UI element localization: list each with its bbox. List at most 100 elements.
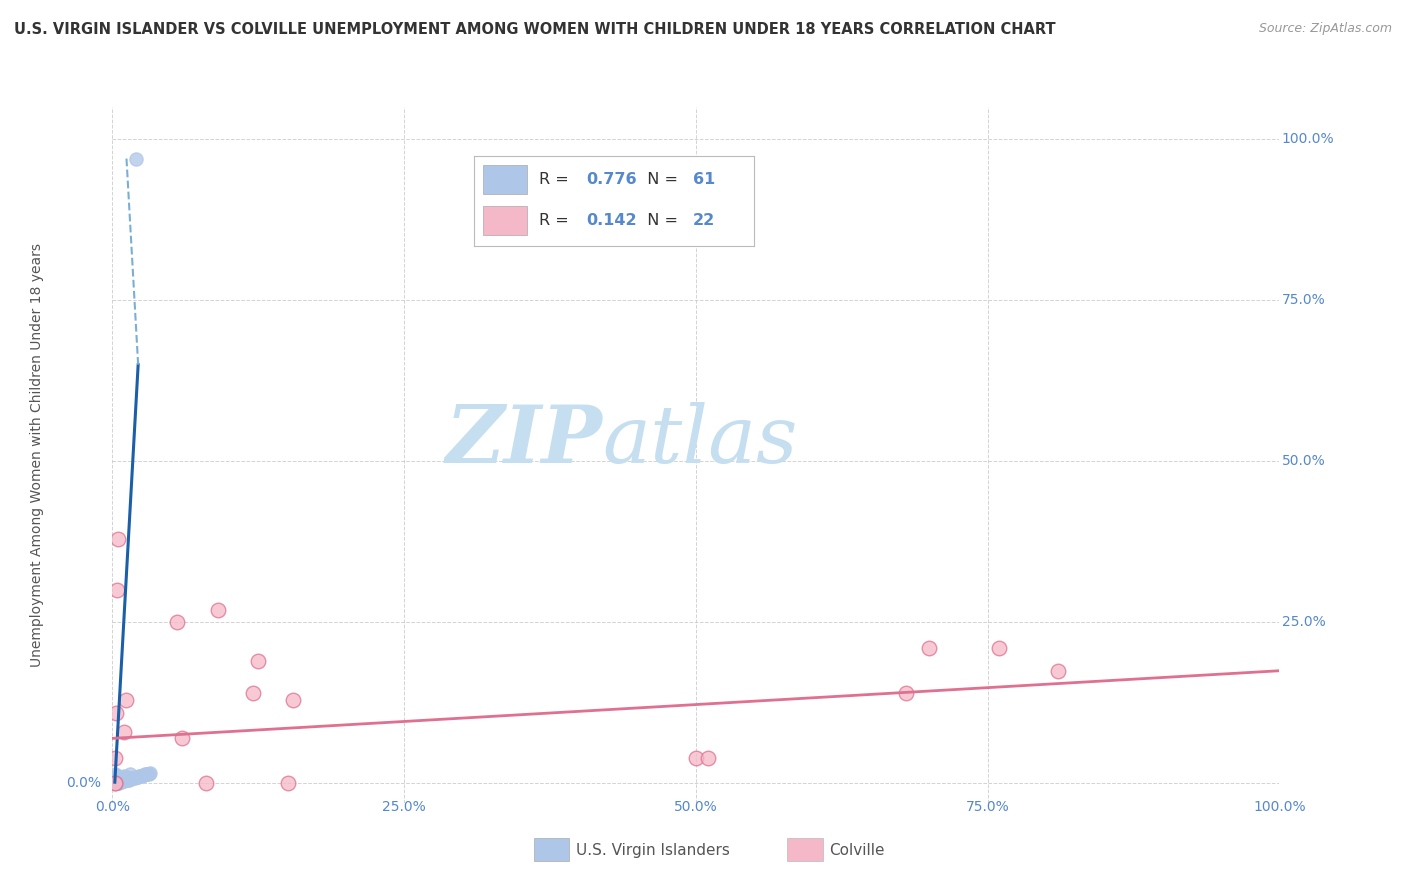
Point [111, 772, 134, 786]
Point [104, 776, 127, 790]
Point [105, 776, 128, 790]
Point [104, 776, 127, 790]
Point [118, 772, 141, 787]
Text: N =: N = [637, 172, 683, 186]
Point [115, 773, 138, 788]
Point [111, 773, 134, 788]
Text: 0.0%: 0.0% [66, 776, 101, 790]
Point [110, 771, 132, 785]
Point [112, 725, 135, 739]
Point [104, 774, 127, 789]
Point [129, 769, 152, 783]
Point [112, 769, 135, 783]
Point [107, 774, 129, 789]
Point [114, 770, 136, 784]
Point [138, 766, 160, 781]
Point [125, 152, 148, 166]
Text: 25.0%: 25.0% [1282, 615, 1326, 630]
Point [111, 773, 134, 788]
Text: 75.0%: 75.0% [966, 799, 1010, 814]
Point [172, 731, 194, 746]
Point [108, 772, 131, 787]
Point [125, 770, 148, 784]
Point [105, 769, 128, 783]
Point [132, 768, 155, 782]
Point [104, 775, 127, 789]
Text: 50.0%: 50.0% [1282, 454, 1326, 468]
Text: R =: R = [538, 213, 574, 228]
Point [136, 766, 159, 781]
FancyBboxPatch shape [482, 206, 527, 235]
Point [166, 615, 188, 630]
Point [104, 769, 127, 783]
Point [115, 692, 138, 706]
FancyBboxPatch shape [482, 165, 527, 194]
Point [122, 772, 145, 786]
Point [107, 532, 129, 546]
Text: U.S. Virgin Islanders: U.S. Virgin Islanders [576, 843, 730, 857]
Text: 75.0%: 75.0% [1282, 293, 1326, 308]
Point [107, 776, 129, 790]
Point [131, 769, 153, 783]
Point [108, 776, 131, 790]
Point [120, 772, 142, 786]
Point [114, 773, 136, 788]
Point [132, 768, 155, 782]
Point [696, 750, 718, 764]
Text: 100.0%: 100.0% [1282, 132, 1334, 146]
Text: 61: 61 [693, 172, 716, 186]
Point [105, 583, 128, 598]
Point [112, 773, 135, 788]
Point [104, 776, 127, 790]
Text: N =: N = [637, 213, 683, 228]
Text: Source: ZipAtlas.com: Source: ZipAtlas.com [1258, 22, 1392, 36]
Point [685, 750, 707, 764]
Text: 50.0%: 50.0% [673, 799, 718, 814]
Point [104, 773, 127, 788]
Text: 0.142: 0.142 [586, 213, 637, 228]
Text: U.S. VIRGIN ISLANDER VS COLVILLE UNEMPLOYMENT AMONG WOMEN WITH CHILDREN UNDER 18: U.S. VIRGIN ISLANDER VS COLVILLE UNEMPLO… [14, 22, 1056, 37]
Text: R =: R = [538, 172, 574, 186]
Point [135, 767, 157, 781]
Point [894, 686, 917, 700]
Point [104, 772, 127, 786]
Point [104, 706, 127, 720]
Point [110, 772, 132, 787]
Point [121, 772, 143, 786]
Point [104, 750, 127, 764]
Point [108, 774, 131, 789]
Point [104, 772, 127, 787]
Point [104, 769, 127, 783]
Point [104, 767, 127, 781]
Point [134, 767, 156, 781]
Point [125, 770, 148, 784]
Text: Colville: Colville [830, 843, 884, 857]
Point [139, 766, 162, 780]
Point [207, 602, 229, 616]
Point [104, 772, 127, 787]
Point [117, 772, 139, 787]
Point [283, 692, 305, 706]
Point [115, 770, 138, 784]
Text: 25.0%: 25.0% [382, 799, 426, 814]
Point [107, 769, 129, 783]
Text: 0.776: 0.776 [586, 172, 637, 186]
Point [124, 771, 146, 785]
Text: atlas: atlas [603, 402, 799, 480]
Point [104, 776, 127, 790]
Point [128, 769, 150, 783]
Point [988, 641, 1011, 656]
Point [242, 686, 264, 700]
Point [105, 772, 128, 786]
Point [111, 772, 134, 786]
Point [107, 772, 129, 787]
Text: 22: 22 [693, 213, 716, 228]
Point [918, 641, 941, 656]
Text: Unemployment Among Women with Children Under 18 years: Unemployment Among Women with Children U… [30, 243, 44, 667]
Point [107, 771, 129, 785]
Point [104, 770, 127, 784]
Point [104, 771, 127, 785]
Point [118, 767, 141, 781]
Point [110, 774, 132, 789]
Point [112, 772, 135, 786]
